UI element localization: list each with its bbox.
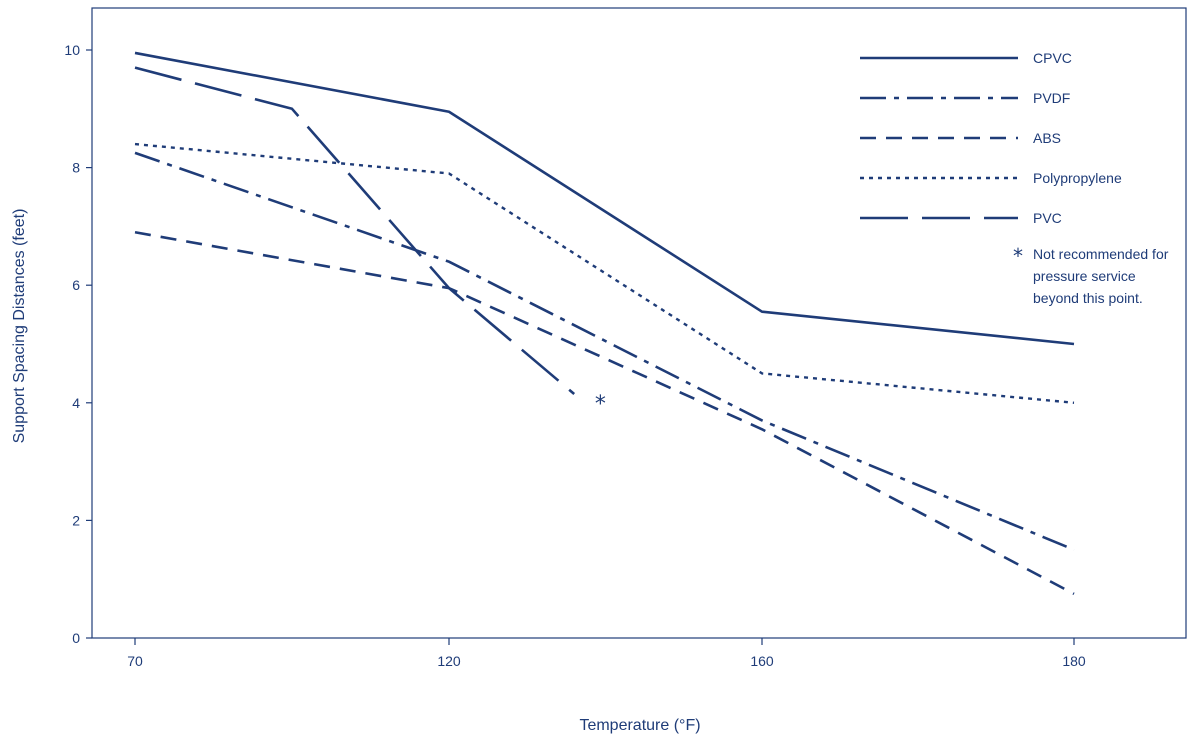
x-axis-label: Temperature (°F) [579,717,700,734]
x-tick-label: 180 [1062,653,1086,669]
y-tick-label: 4 [72,395,80,411]
legend-label-cpvc: CPVC [1033,50,1072,66]
y-tick-label: 8 [72,160,80,176]
legend-label-pvdf: PVDF [1033,90,1070,106]
annotation-note-line: beyond this point. [1033,290,1143,306]
plot-frame [91,7,1187,639]
y-tick-label: 6 [72,277,80,293]
legend-asterisk-icon: * [1013,244,1023,268]
y-tick-label: 0 [72,630,80,646]
series-line-polypropylene [134,142,1075,404]
series-lines [134,51,1075,596]
x-axis-ticks: 70 120 160 180 [127,638,1086,669]
series-line-pvdf [134,151,1075,552]
annotation: * Not recommended for pressure service beyo… [595,244,1169,417]
annotation-note-line: Not recommended for [1033,246,1169,262]
y-axis-label: Support Spacing Distances (feet) [11,209,28,444]
y-tick-label: 2 [72,512,80,528]
legend-label-abs: ABS [1033,130,1061,146]
x-tick-label: 70 [127,653,143,669]
legend-label-polypropylene: Polypropylene [1033,170,1122,186]
series-line-cpvc [134,51,1075,346]
x-tick-label: 120 [437,653,461,669]
x-tick-label: 160 [750,653,774,669]
legend: CPVC PVDF ABS Polypropylene PVC [860,50,1122,226]
series-line-abs [134,231,1075,596]
annotation-note-line: pressure service [1033,268,1136,284]
y-axis-ticks: 0 2 4 6 8 10 [64,42,92,646]
pvc-end-asterisk-icon: * [595,392,606,417]
series-line-pvc [134,66,576,395]
legend-label-pvc: PVC [1033,210,1062,226]
y-tick-label: 10 [64,42,80,58]
